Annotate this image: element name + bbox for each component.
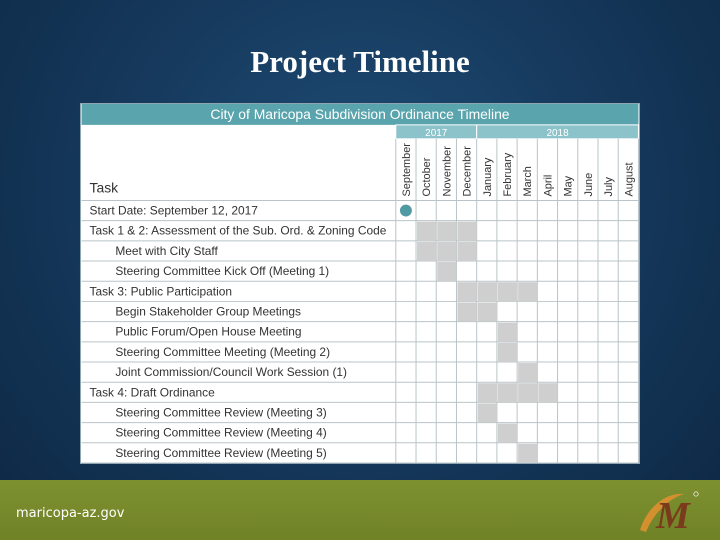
milestone-marker [399, 204, 412, 217]
gantt-bar [538, 383, 558, 403]
gantt-bar [477, 302, 497, 322]
gantt-bar [518, 363, 538, 383]
month-label-july: July [603, 177, 615, 197]
gantt-bar [417, 221, 437, 241]
month-label-april: April [542, 175, 554, 197]
task-row-label: Start Date: September 12, 2017 [90, 204, 259, 218]
footer-band [0, 480, 720, 540]
gantt-bar [497, 423, 518, 443]
month-label-november: November [441, 146, 453, 197]
task-row-label: Steering Committee Review (Meeting 3) [115, 405, 326, 419]
maricopa-logo: M [640, 491, 699, 537]
task-column-header: Task [90, 180, 119, 196]
slide-title: Project Timeline [250, 44, 470, 79]
month-label-september: September [401, 143, 413, 197]
month-label-february: February [502, 152, 514, 196]
month-label-october: October [421, 157, 433, 196]
task-row-label: Steering Committee Review (Meeting 5) [115, 446, 326, 460]
footer-url[interactable]: maricopa-az.gov [16, 506, 125, 521]
gantt-bar [457, 302, 477, 322]
gantt-bar [497, 383, 518, 403]
task-row-label: Steering Committee Meeting (Meeting 2) [115, 345, 330, 359]
task-row-label: Public Forum/Open House Meeting [115, 325, 301, 339]
gantt-bar [518, 443, 538, 463]
year-label-2017: 2017 [425, 128, 448, 139]
gantt-bar [477, 282, 497, 302]
gantt-bar [518, 282, 538, 302]
gantt-bar [457, 282, 477, 302]
gantt-bar [518, 383, 538, 403]
year-label-2018: 2018 [547, 128, 570, 139]
month-label-december: December [462, 146, 474, 197]
task-row-label: Meet with City Staff [115, 244, 218, 258]
task-row-label: Task 4: Draft Ordinance [90, 385, 216, 399]
month-label-may: May [563, 175, 575, 196]
gantt-bar [437, 221, 457, 241]
month-label-august: August [623, 162, 635, 196]
month-label-march: March [522, 166, 534, 196]
task-row-label: Steering Committee Kick Off (Meeting 1) [115, 264, 329, 278]
month-label-january: January [482, 157, 494, 196]
gantt-bar [497, 342, 518, 363]
task-row-label: Task 3: Public Participation [90, 284, 232, 298]
gantt-bar [477, 383, 497, 403]
gantt-bar [457, 241, 477, 262]
gantt-bar [457, 221, 477, 241]
svg-text:M: M [655, 495, 691, 537]
gantt-bar [417, 241, 437, 262]
gantt-bar [437, 262, 457, 282]
gantt-bar [477, 403, 497, 423]
chart-title: City of Maricopa Subdivision Ordinance T… [210, 106, 509, 122]
gantt-chart: City of Maricopa Subdivision Ordinance T… [80, 103, 640, 464]
gantt-bar [497, 322, 518, 342]
task-row-label: Begin Stakeholder Group Meetings [115, 305, 301, 319]
gantt-bar [497, 282, 518, 302]
year-band [476, 124, 639, 140]
chart-title-band [81, 104, 639, 125]
task-row-label: Joint Commission/Council Work Session (1… [115, 365, 347, 379]
gantt-bar [437, 241, 457, 262]
task-row-label: Task 1 & 2: Assessment of the Sub. Ord. … [90, 224, 387, 238]
month-label-june: June [583, 173, 595, 197]
task-row-label: Steering Committee Review (Meeting 4) [115, 426, 326, 440]
